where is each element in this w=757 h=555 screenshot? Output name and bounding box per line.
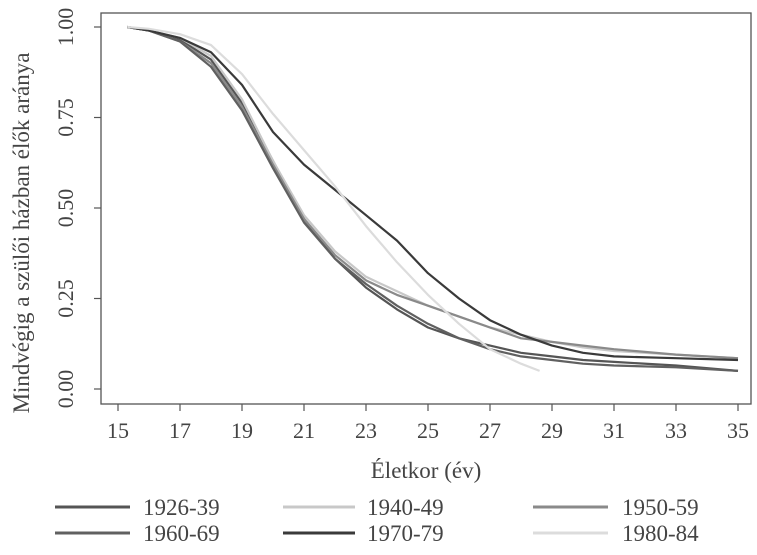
series-line-1960-69 bbox=[127, 25, 739, 372]
legend: 1926-39 1940-49 1950-59 1960-69 1970-79 1980-… bbox=[55, 495, 699, 546]
x-tick-label: 33 bbox=[665, 418, 687, 443]
x-axis-title: Életkor (év) bbox=[371, 458, 481, 483]
legend-label: 1940-49 bbox=[367, 495, 444, 520]
x-tick-label: 29 bbox=[541, 418, 563, 443]
legend-item: 1926-39 bbox=[55, 495, 220, 520]
x-tick-label: 27 bbox=[479, 418, 501, 443]
series-lines bbox=[127, 25, 739, 372]
x-tick-label: 35 bbox=[727, 418, 749, 443]
x-tick-label: 19 bbox=[231, 418, 253, 443]
x-tick-label: 25 bbox=[417, 418, 439, 443]
y-axis-title: Mindvégig a szülői házban élők aránya bbox=[9, 53, 34, 414]
series-line-1950-59 bbox=[127, 25, 739, 360]
plot-frame bbox=[100, 12, 752, 405]
x-tick-label: 17 bbox=[169, 418, 191, 443]
legend-label: 1960-69 bbox=[143, 521, 220, 546]
legend-label: 1926-39 bbox=[143, 495, 220, 520]
y-tick-label: 0.25 bbox=[53, 279, 78, 318]
series-line-1980-84 bbox=[127, 25, 540, 372]
legend-label: 1980-84 bbox=[622, 521, 699, 546]
y-tick-label: 0.00 bbox=[53, 370, 78, 409]
x-axis: 15 17 19 21 23 25 27 29 31 33 35 bbox=[107, 404, 749, 443]
y-axis: 0.00 0.25 0.50 0.75 1.00 bbox=[53, 8, 101, 409]
series-line-1940-49 bbox=[127, 25, 739, 360]
legend-item: 1940-49 bbox=[283, 495, 444, 520]
y-tick-label: 0.50 bbox=[53, 189, 78, 228]
x-tick-label: 15 bbox=[107, 418, 129, 443]
legend-item: 1960-69 bbox=[55, 521, 220, 546]
y-tick-label: 0.75 bbox=[53, 98, 78, 137]
legend-item: 1970-79 bbox=[283, 521, 444, 546]
series-line-1926-39 bbox=[127, 25, 739, 372]
legend-item: 1980-84 bbox=[533, 521, 699, 546]
x-tick-label: 23 bbox=[355, 418, 377, 443]
series-line-1970-79 bbox=[127, 25, 739, 362]
x-tick-label: 31 bbox=[603, 418, 625, 443]
legend-item: 1950-59 bbox=[533, 495, 699, 520]
legend-label: 1970-79 bbox=[367, 521, 444, 546]
y-tick-label: 1.00 bbox=[53, 8, 78, 47]
x-tick-label: 21 bbox=[293, 418, 315, 443]
legend-label: 1950-59 bbox=[622, 495, 699, 520]
